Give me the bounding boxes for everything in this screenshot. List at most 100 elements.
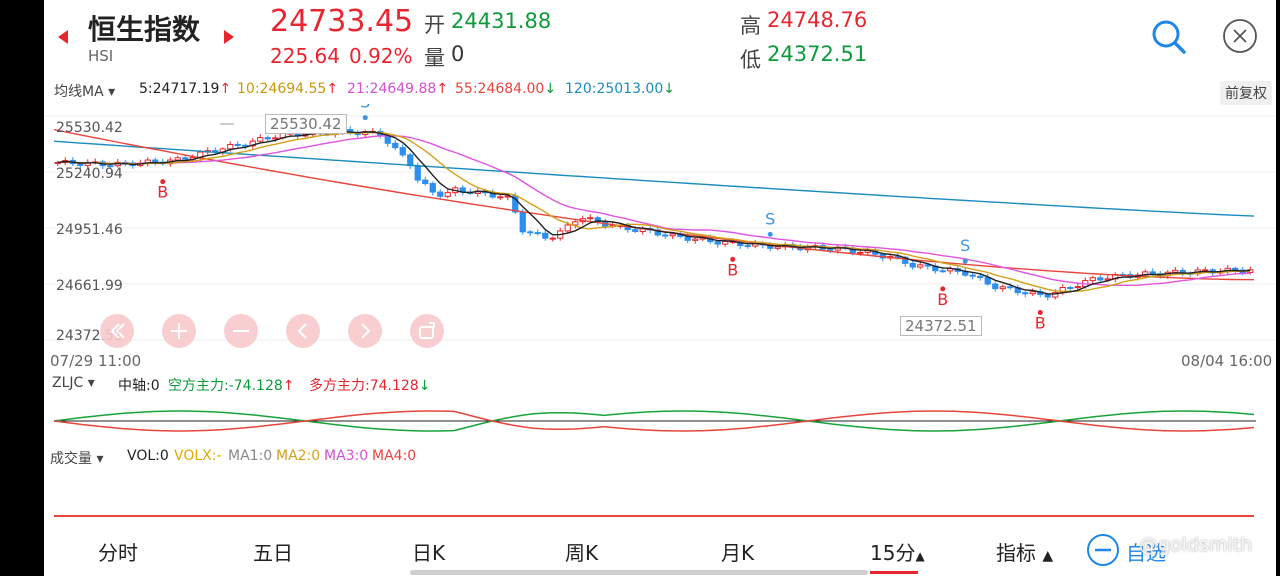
active-tab-indicator <box>870 571 918 574</box>
candle-body <box>594 217 601 223</box>
tab-daily-k[interactable]: 日K <box>412 541 446 565</box>
remove-watchlist-icon[interactable] <box>1086 533 1120 567</box>
ma10-line <box>57 131 1251 293</box>
candle-body <box>497 196 504 199</box>
candle-body <box>744 245 751 248</box>
search-icon[interactable] <box>1150 18 1190 58</box>
candle-body <box>549 237 556 240</box>
close-icon[interactable] <box>1222 18 1260 56</box>
candle-body <box>534 232 541 235</box>
candle-body <box>894 256 901 259</box>
sell-dot <box>767 231 773 237</box>
candle-body <box>1007 286 1014 289</box>
vol-ma3: MA3:0 <box>324 448 369 464</box>
candle-body <box>714 241 721 245</box>
ma120-line <box>53 140 1255 217</box>
buy-signal: B <box>937 290 948 309</box>
zljc-chart <box>53 410 1256 432</box>
ma21-line <box>57 135 1251 286</box>
candle-body <box>1172 269 1179 273</box>
scroll-left-button[interactable] <box>286 314 320 348</box>
candle-body <box>429 183 436 193</box>
buy-dot <box>940 286 946 292</box>
ma5-line <box>57 130 1251 295</box>
ma-selector[interactable]: 均线MA ▾ <box>54 84 116 100</box>
candle-body <box>1022 292 1029 295</box>
candle-body <box>722 240 729 245</box>
candle-body <box>257 137 264 142</box>
watermark: @goldsmith <box>1139 534 1253 556</box>
candle-body <box>924 264 931 267</box>
candlestick-chart[interactable]: B S B S B S B <box>44 104 1276 349</box>
right-black-edge <box>1276 0 1280 576</box>
candle-body <box>519 211 526 233</box>
candle-body <box>977 275 984 279</box>
volume-baseline <box>54 515 1254 517</box>
candle-body <box>992 283 999 290</box>
volume-selector[interactable]: 成交量 ▾ <box>50 451 104 467</box>
candle-body <box>669 233 676 237</box>
candle-body <box>422 179 429 185</box>
low-value: 24372.51 <box>767 42 868 66</box>
candle-body <box>827 248 834 251</box>
volume-label: 量 <box>424 46 445 70</box>
ma10-value: 10:24694.55↑ <box>237 81 339 97</box>
zljc-long: 多方主力:74.128↓ <box>309 378 431 394</box>
tab-monthly-k[interactable]: 月K <box>721 541 755 565</box>
next-stock-icon[interactable] <box>224 30 234 44</box>
candle-body <box>587 217 594 220</box>
price-axis-label: 25240.94 <box>56 166 123 182</box>
buy-dot <box>160 179 166 185</box>
scroll-bar[interactable] <box>410 570 868 575</box>
vol-ma1: MA1:0 <box>228 448 273 464</box>
tab-indicator[interactable]: 指标 ▲ <box>996 541 1054 565</box>
candle-body <box>1052 292 1059 298</box>
prev-stock-icon[interactable] <box>58 30 68 44</box>
zoom-out-button[interactable] <box>224 314 258 348</box>
tab-five-day[interactable]: 五日 <box>253 541 293 565</box>
candle-body <box>1044 293 1051 298</box>
candle-body <box>107 165 114 168</box>
watchlist-button[interactable]: 自选 <box>1126 541 1166 565</box>
adjust-button[interactable]: 前复权 <box>1220 81 1272 105</box>
reset-view-button[interactable] <box>410 314 444 348</box>
ma5-value: 5:24717.19↑ <box>139 81 232 97</box>
tab-weekly-k[interactable]: 周K <box>565 541 599 565</box>
candle-body <box>1202 269 1209 272</box>
tab-intraday[interactable]: 分时 <box>98 541 138 565</box>
candle-body <box>939 270 946 273</box>
scroll-start-button[interactable] <box>100 314 134 348</box>
candle-body <box>984 277 991 285</box>
candle-body <box>152 159 159 163</box>
candle-body <box>774 246 781 249</box>
candle-body <box>1149 271 1156 275</box>
high-marker-label: 25530.42 <box>265 114 347 134</box>
zljc-short: 空方主力:-74.128↑ <box>168 378 295 394</box>
stock-code: HSI <box>88 47 114 65</box>
sell-signal: S <box>360 104 370 112</box>
candle-body <box>444 192 451 197</box>
price-axis-label: 24661.99 <box>56 278 123 294</box>
sell-signal: S <box>960 236 970 255</box>
candle-body <box>1067 287 1074 290</box>
buy-signal: B <box>157 183 168 202</box>
price-change: 225.64 <box>270 44 340 68</box>
candle-body <box>662 234 669 237</box>
sell-dot <box>962 258 968 264</box>
ma120-value: 120:25013.00↓ <box>565 81 675 97</box>
time-axis-start: 07/29 11:00 <box>50 352 142 370</box>
zljc-selector[interactable]: ZLJC ▾ <box>52 375 95 391</box>
zoom-in-button[interactable] <box>162 314 196 348</box>
open-value: 24431.88 <box>451 9 552 33</box>
candle-body <box>632 229 639 232</box>
buy-dot <box>1037 309 1043 315</box>
candle-body <box>917 264 924 268</box>
buy-signal: B <box>727 260 738 279</box>
tab-15min[interactable]: 15分▲ <box>870 541 925 565</box>
high-label: 高 <box>740 14 761 38</box>
candle-body <box>407 154 414 167</box>
candle-body <box>1232 267 1239 271</box>
candle-body <box>264 137 271 140</box>
scroll-right-button[interactable] <box>348 314 382 348</box>
candle-body <box>969 274 976 277</box>
